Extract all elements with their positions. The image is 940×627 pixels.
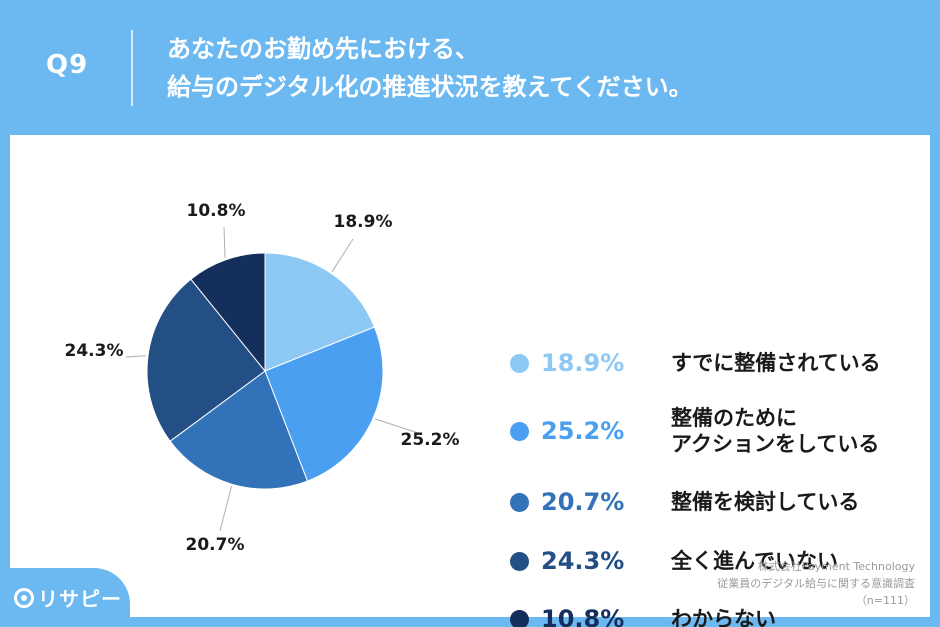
pie-slice-4 <box>190 252 266 373</box>
legend-dot-0 <box>510 353 529 373</box>
header-divider <box>131 30 133 106</box>
title-line-2: 給与のデジタル化の推進状況を教えてください。 <box>167 73 693 101</box>
legend-dot-2 <box>510 492 529 512</box>
data-label-3: 24.3% <box>65 341 124 361</box>
legend-value-3: 24.3% <box>541 547 625 575</box>
legend-value-0: 18.9% <box>541 349 625 377</box>
pie-slice-1 <box>264 326 384 482</box>
source-note: 株式会社Payment Technology 従業員のデジタル給与に関する意識調… <box>717 558 915 609</box>
pie-slice-3 <box>146 278 266 442</box>
legend-value-4: 10.8% <box>541 605 625 627</box>
leader-line-3 <box>125 355 147 358</box>
legend-label-2: 整備を検討している <box>671 490 860 514</box>
data-label-2: 20.7% <box>186 535 245 555</box>
pie-slice-0 <box>264 252 376 372</box>
risapi-logo: リサピー <box>0 568 130 627</box>
logo-text: リサピー <box>38 587 122 611</box>
legend-value-2: 20.7% <box>541 488 625 516</box>
leader-line-1 <box>374 418 419 434</box>
source-line-1: 株式会社Payment Technology <box>757 560 915 573</box>
data-label-1: 25.2% <box>401 430 460 450</box>
legend-item-1: 25.2% 整備のために アクションをしている <box>510 403 930 459</box>
legend-label-3: 全く進んでいない <box>671 549 838 573</box>
legend-label-1: 整備のために アクションをしている <box>671 406 880 456</box>
chart-panel: 18.9% 25.2% 20.7% 24.3% 10.8% 18.9% すでに整備されて… <box>10 135 930 627</box>
title-line-1: あなたのお勤め先における、 <box>167 35 479 63</box>
page-title: あなたのお勤め先における、 給与のデジタル化の推進状況を教えてください。 <box>167 30 693 106</box>
data-label-4: 10.8% <box>187 201 246 221</box>
legend-dot-3 <box>510 551 529 571</box>
source-line-2: 従業員のデジタル給与に関する意識調査 <box>717 577 915 590</box>
legend-label-4: わからない <box>671 607 776 627</box>
legend-dot-1 <box>510 421 529 441</box>
legend-dot-4 <box>510 609 529 627</box>
header: Q9 あなたのお勤め先における、 給与のデジタル化の推進状況を教えてください。 <box>0 0 940 135</box>
pie-slice-2 <box>169 370 309 490</box>
leader-line-4 <box>223 226 226 258</box>
legend-label-0: すでに整備されている <box>671 351 881 375</box>
legend-item-2: 20.7% 整備を検討している <box>510 482 930 522</box>
legend-item-3: 24.3% 全く進んでいない <box>510 541 930 581</box>
legend-value-1: 25.2% <box>541 417 625 445</box>
data-label-0: 18.9% <box>334 212 393 232</box>
legend-item-4: 10.8% わからない <box>510 599 930 627</box>
pie-chart: 18.9% 25.2% 20.7% 24.3% 10.8% <box>65 201 460 555</box>
source-line-3: （n=111） <box>855 594 915 607</box>
logo-pin-icon <box>14 587 34 608</box>
question-label: Q9 <box>46 50 89 80</box>
legend-item-0: 18.9% すでに整備されている <box>510 343 930 383</box>
leader-line-2 <box>219 486 232 532</box>
leader-line-0 <box>331 238 354 272</box>
